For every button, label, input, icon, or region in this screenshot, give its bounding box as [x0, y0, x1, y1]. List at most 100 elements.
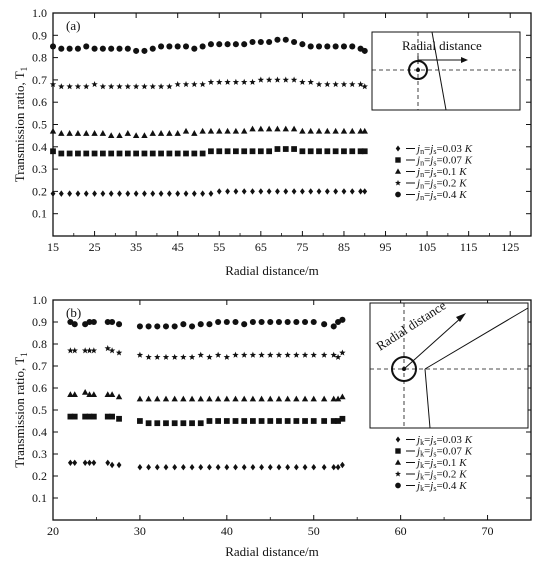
data-point-circle: [90, 318, 97, 326]
data-point-diamond: [233, 464, 238, 471]
data-point-square: [191, 150, 198, 157]
data-point-triangle: [214, 395, 222, 402]
data-point-square: [66, 150, 73, 157]
legend-entry-circle: jk=js=0.4 K: [395, 480, 467, 493]
data-point-circle: [206, 321, 213, 328]
data-point-diamond: [340, 461, 345, 469]
data-point-star: [299, 78, 306, 85]
data-point-triangle: [282, 125, 289, 132]
data-point-triangle: [124, 130, 132, 136]
data-point-square: [249, 148, 256, 155]
data-point-triangle: [108, 391, 116, 397]
data-point-triangle: [145, 395, 152, 402]
data-point-star: [149, 83, 156, 90]
legend-eq: =: [424, 480, 430, 492]
legend-value: =0.07: [436, 446, 464, 458]
data-point-square: [90, 413, 97, 420]
legend-marker-star: [395, 470, 401, 477]
legend-value: =0.03: [436, 143, 464, 155]
data-point-triangle: [324, 127, 331, 134]
y-axis-label-subscript: 1: [19, 67, 29, 72]
data-point-star: [191, 81, 198, 88]
data-point-star: [324, 81, 331, 88]
legend-j1: j: [415, 469, 420, 481]
inset-borehole: [391, 356, 417, 382]
data-point-circle: [180, 321, 187, 328]
data-point-circle: [104, 318, 111, 326]
legend-label: jn=js=0.4 K: [415, 189, 467, 202]
data-point-circle: [91, 45, 98, 52]
data-point-circle: [324, 43, 331, 50]
data-point-diamond: [105, 459, 111, 466]
legend: jk=js=0.03 Kjk=js=0.07 Kjk=js=0.1 Kjk=js…: [395, 434, 473, 493]
legend-entry-circle: jn=js=0.4 K: [395, 189, 467, 202]
data-point-triangle: [91, 130, 98, 136]
data-point-diamond: [331, 464, 337, 471]
data-point-circle: [116, 321, 123, 328]
data-point-square: [108, 150, 115, 157]
data-point-star: [136, 351, 144, 358]
inset-label: Radial distance: [402, 38, 482, 53]
data-point-star: [199, 81, 206, 88]
legend-sub1: n: [420, 170, 424, 179]
data-point-triangle: [334, 395, 342, 402]
inset-joint-line-a: [424, 368, 431, 429]
data-point-square: [361, 148, 368, 155]
data-point-star: [108, 347, 116, 354]
data-point-diamond: [283, 188, 289, 195]
data-point-circle: [74, 45, 81, 52]
data-point-circle: [191, 45, 198, 52]
data-point-diamond: [233, 188, 239, 195]
data-point-star: [74, 83, 82, 90]
legend-value: =0.1: [436, 166, 459, 178]
x-tick-label: 55: [213, 240, 225, 254]
data-point-star: [154, 353, 161, 360]
data-point-diamond: [241, 464, 247, 471]
legend-marker-diamond: [395, 145, 401, 152]
data-point-star: [334, 353, 342, 360]
legend-label: jn=js=0.1 K: [415, 166, 467, 179]
data-point-square: [241, 418, 248, 424]
data-point-diamond: [324, 188, 330, 195]
data-point-circle: [315, 43, 323, 50]
data-point-circle: [174, 43, 181, 50]
data-point-circle: [154, 323, 161, 330]
data-point-star: [249, 78, 256, 85]
data-point-triangle: [66, 130, 73, 136]
legend-j1: j: [415, 166, 420, 178]
data-point-triangle: [301, 395, 309, 402]
data-point-square: [82, 413, 89, 420]
data-point-diamond: [67, 459, 73, 466]
data-point-triangle: [99, 130, 107, 136]
data-point-circle: [249, 318, 256, 326]
data-point-triangle: [162, 395, 170, 402]
data-point-star: [265, 76, 273, 83]
legend-entry-square: jn=js=0.07 K: [395, 155, 473, 168]
data-point-triangle: [74, 130, 82, 136]
legend-sub1: n: [420, 159, 424, 168]
x-tick-label: 70: [482, 524, 494, 538]
data-point-diamond: [291, 188, 297, 195]
legend-sub1: k: [420, 438, 424, 447]
legend-sub2: s: [433, 147, 436, 156]
data-point-diamond: [75, 190, 81, 197]
inset-center-dot: [416, 68, 420, 72]
y-tick-label: 0.4: [32, 140, 47, 154]
data-point-star: [284, 351, 291, 358]
data-point-circle: [275, 318, 283, 326]
data-point-star: [282, 76, 289, 83]
y-tick-label: 1.0: [32, 293, 47, 307]
series-circle: [49, 36, 368, 54]
y-tick-label: 0.8: [32, 337, 47, 351]
legend-label: jk=js=0.03 K: [415, 434, 473, 447]
data-point-triangle: [267, 395, 274, 402]
legend-j2: j: [428, 446, 433, 458]
legend-sub2: s: [433, 159, 436, 168]
data-point-circle: [361, 47, 368, 54]
x-tick-label: 60: [395, 524, 407, 538]
data-point-circle: [349, 43, 356, 50]
legend-j2: j: [428, 166, 433, 178]
data-point-diamond: [335, 464, 341, 471]
legend-entry-square: jk=js=0.07 K: [395, 446, 473, 459]
data-point-star: [124, 83, 132, 90]
